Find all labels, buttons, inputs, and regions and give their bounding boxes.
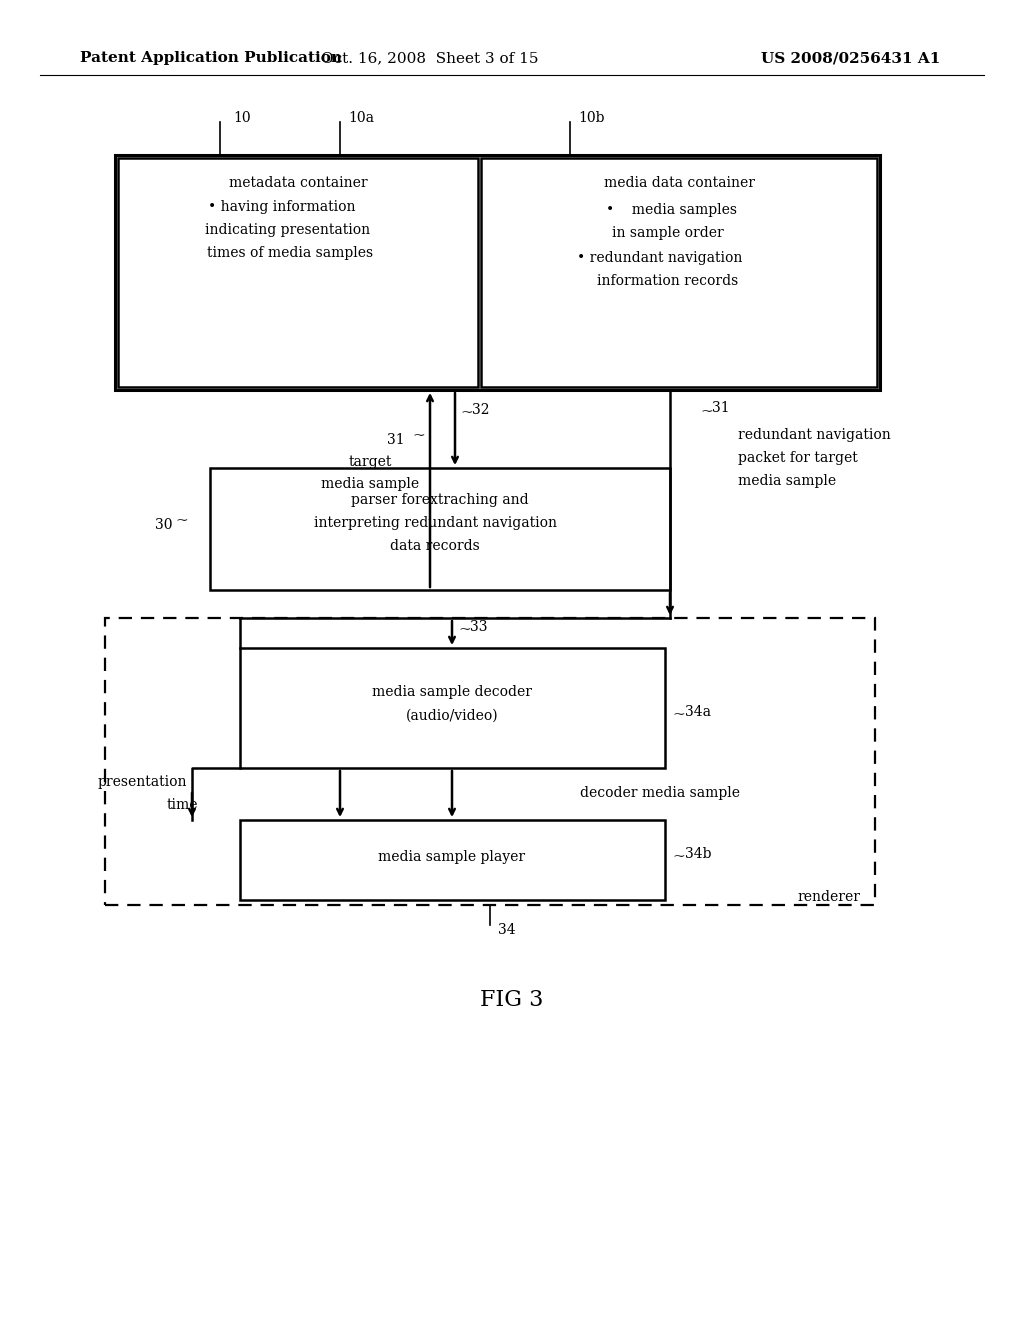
Text: media sample decoder: media sample decoder — [372, 685, 532, 700]
Text: 33: 33 — [470, 620, 487, 634]
Text: media sample: media sample — [738, 474, 837, 488]
Bar — [118, 158, 478, 387]
Text: presentation: presentation — [97, 775, 187, 789]
Text: ~: ~ — [672, 850, 685, 865]
Text: Oct. 16, 2008  Sheet 3 of 15: Oct. 16, 2008 Sheet 3 of 15 — [322, 51, 539, 65]
Text: 31: 31 — [712, 401, 730, 414]
Text: 10: 10 — [233, 111, 251, 125]
Text: 34a: 34a — [685, 705, 711, 719]
Text: 30: 30 — [155, 517, 172, 532]
Text: indicating presentation: indicating presentation — [206, 223, 371, 238]
Text: (audio/video): (audio/video) — [406, 709, 499, 723]
Text: 34: 34 — [498, 923, 516, 937]
Text: packet for target: packet for target — [738, 451, 858, 465]
Text: • redundant navigation: • redundant navigation — [578, 251, 742, 265]
Bar — [481, 158, 877, 387]
Text: ~: ~ — [175, 513, 187, 528]
Bar — [210, 469, 670, 590]
Text: information records: information records — [597, 275, 738, 288]
Text: ~: ~ — [672, 708, 685, 722]
Bar — [105, 618, 874, 906]
Text: 31: 31 — [387, 433, 406, 447]
Text: media data container: media data container — [603, 176, 755, 190]
Text: ~: ~ — [700, 405, 713, 418]
Text: 10a: 10a — [348, 111, 374, 125]
Text: media sample: media sample — [321, 477, 419, 491]
Text: • having information: • having information — [208, 201, 355, 214]
Bar — [240, 648, 665, 768]
Text: parser forextraching and: parser forextraching and — [351, 492, 528, 507]
Text: metadata container: metadata container — [228, 176, 368, 190]
Text: 32: 32 — [472, 403, 489, 417]
Bar — [240, 820, 665, 900]
Text: time: time — [167, 799, 198, 812]
Text: FIG 3: FIG 3 — [480, 989, 544, 1011]
Text: redundant navigation: redundant navigation — [738, 428, 891, 442]
Text: times of media samples: times of media samples — [207, 246, 373, 260]
Text: ~: ~ — [412, 429, 425, 444]
Text: Patent Application Publication: Patent Application Publication — [80, 51, 342, 65]
Text: data records: data records — [390, 539, 480, 553]
Text: media sample player: media sample player — [379, 850, 525, 865]
Text: ~: ~ — [460, 407, 473, 420]
Text: US 2008/0256431 A1: US 2008/0256431 A1 — [761, 51, 940, 65]
Text: decoder media sample: decoder media sample — [580, 785, 740, 800]
Text: renderer: renderer — [797, 890, 860, 904]
Text: 10b: 10b — [578, 111, 604, 125]
Text: interpreting redundant navigation: interpreting redundant navigation — [313, 516, 556, 531]
Text: 34b: 34b — [685, 847, 712, 861]
Text: ~: ~ — [458, 623, 471, 638]
Text: target: target — [348, 455, 392, 469]
Text: •    media samples: • media samples — [606, 203, 737, 216]
Bar — [115, 154, 880, 389]
Text: in sample order: in sample order — [612, 226, 724, 240]
